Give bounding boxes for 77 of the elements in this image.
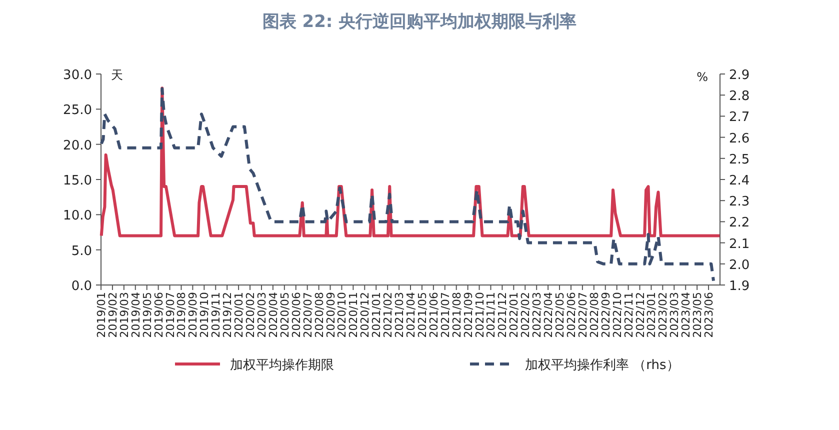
x-tick-label: 2023/01	[645, 292, 658, 338]
x-tick-label: 2019/02	[106, 292, 120, 338]
x-tick-label: 2019/09	[186, 292, 200, 338]
x-tick-label: 2021/09	[462, 292, 475, 338]
x-tick-label: 2022/10	[610, 292, 624, 338]
y2-tick-label: 2.8	[729, 89, 750, 104]
x-tick-label: 2020/04	[266, 292, 280, 338]
x-tick-label: 2022/01	[508, 292, 521, 338]
x-tick-label: 2019/10	[198, 292, 212, 338]
y2-tick-label: 2.9	[729, 68, 750, 83]
x-tick-label: 2019/05	[140, 292, 154, 338]
x-tick-label: 2019/03	[118, 292, 131, 338]
x-tick-label: 2021/11	[484, 292, 498, 338]
x-tick-label: 2020/02	[244, 292, 258, 338]
x-tick-label: 2021/12	[496, 292, 510, 338]
x-tick-label: 2019/07	[164, 292, 177, 338]
legend-label: 加权平均操作利率 （rhs）	[525, 357, 680, 373]
x-tick-label: 2022/11	[622, 292, 636, 338]
y2-tick-label: 2.2	[729, 216, 750, 231]
x-tick-label: 2022/12	[634, 292, 647, 338]
chart-title: 图表 22: 央行逆回购平均加权期限与利率	[262, 12, 577, 32]
x-tick-label: 2019/06	[152, 292, 166, 338]
y2-tick-label: 1.9	[729, 279, 750, 294]
x-tick-label: 2021/02	[382, 292, 395, 338]
x-tick-label: 2023/06	[702, 292, 716, 338]
y2-tick-label: 2.7	[729, 110, 750, 126]
x-tick-label: 2020/06	[290, 292, 303, 338]
y-tick-label: 20.0	[63, 138, 92, 154]
x-tick-label: 2020/07	[301, 292, 314, 338]
x-tick-label: 2020/12	[358, 292, 372, 338]
y-tick-label: 0.0	[71, 279, 92, 294]
y-tick-label: 15.0	[63, 174, 92, 188]
x-tick-label: 2021/01	[370, 292, 384, 338]
x-tick-label: 2022/05	[554, 292, 567, 338]
y2-axis-title: %	[696, 70, 708, 84]
x-tick-label: 2021/08	[450, 292, 464, 338]
x-tick-label: 2019/08	[175, 292, 188, 338]
x-tick-label: 2021/07	[438, 292, 452, 338]
y2-tick-label: 2.1	[729, 236, 750, 252]
y-tick-label: 10.0	[63, 208, 92, 224]
x-tick-label: 2022/03	[530, 292, 544, 338]
y2-tick-label: 2.5	[729, 152, 750, 168]
y2-tick-label: 2.6	[729, 131, 750, 146]
x-tick-label: 2021/10	[473, 292, 486, 338]
x-tick-label: 2019/01	[95, 292, 108, 338]
x-tick-label: 2023/04	[680, 292, 693, 338]
x-tick-label: 2021/06	[427, 292, 440, 338]
x-tick-label: 2020/01	[232, 292, 246, 338]
x-tick-label: 2021/04	[404, 292, 418, 338]
x-tick-label: 2023/03	[668, 292, 682, 338]
x-tick-label: 2020/03	[255, 292, 268, 338]
y2-tick-label: 2.0	[729, 258, 750, 273]
x-tick-label: 2020/05	[278, 292, 292, 338]
x-tick-label: 2020/11	[347, 292, 360, 338]
y2-tick-label: 2.3	[729, 194, 750, 210]
y-tick-label: 5.0	[71, 244, 92, 259]
x-tick-label: 2021/03	[393, 292, 406, 338]
x-tick-label: 2022/09	[599, 292, 612, 338]
x-tick-label: 2019/04	[129, 292, 142, 338]
x-tick-label: 2023/05	[691, 292, 704, 338]
x-tick-label: 2022/06	[564, 292, 578, 338]
y-tick-label: 25.0	[63, 103, 92, 118]
y-tick-label: 30.0	[63, 68, 92, 83]
y-axis-title: 天	[111, 68, 123, 82]
legend-label: 加权平均操作期限	[230, 358, 334, 373]
x-tick-label: 2020/10	[336, 292, 349, 338]
x-tick-label: 2021/05	[416, 292, 429, 338]
x-tick-label: 2022/07	[576, 292, 590, 338]
x-tick-label: 2019/12	[221, 292, 234, 338]
x-tick-label: 2019/11	[210, 292, 223, 338]
y2-tick-label: 2.4	[729, 174, 750, 188]
x-tick-label: 2020/08	[312, 292, 326, 338]
x-tick-label: 2022/04	[542, 292, 556, 338]
x-tick-label: 2022/08	[588, 292, 601, 338]
x-tick-label: 2023/02	[656, 292, 670, 338]
x-tick-label: 2020/09	[324, 292, 338, 338]
x-tick-label: 2022/02	[519, 292, 532, 338]
